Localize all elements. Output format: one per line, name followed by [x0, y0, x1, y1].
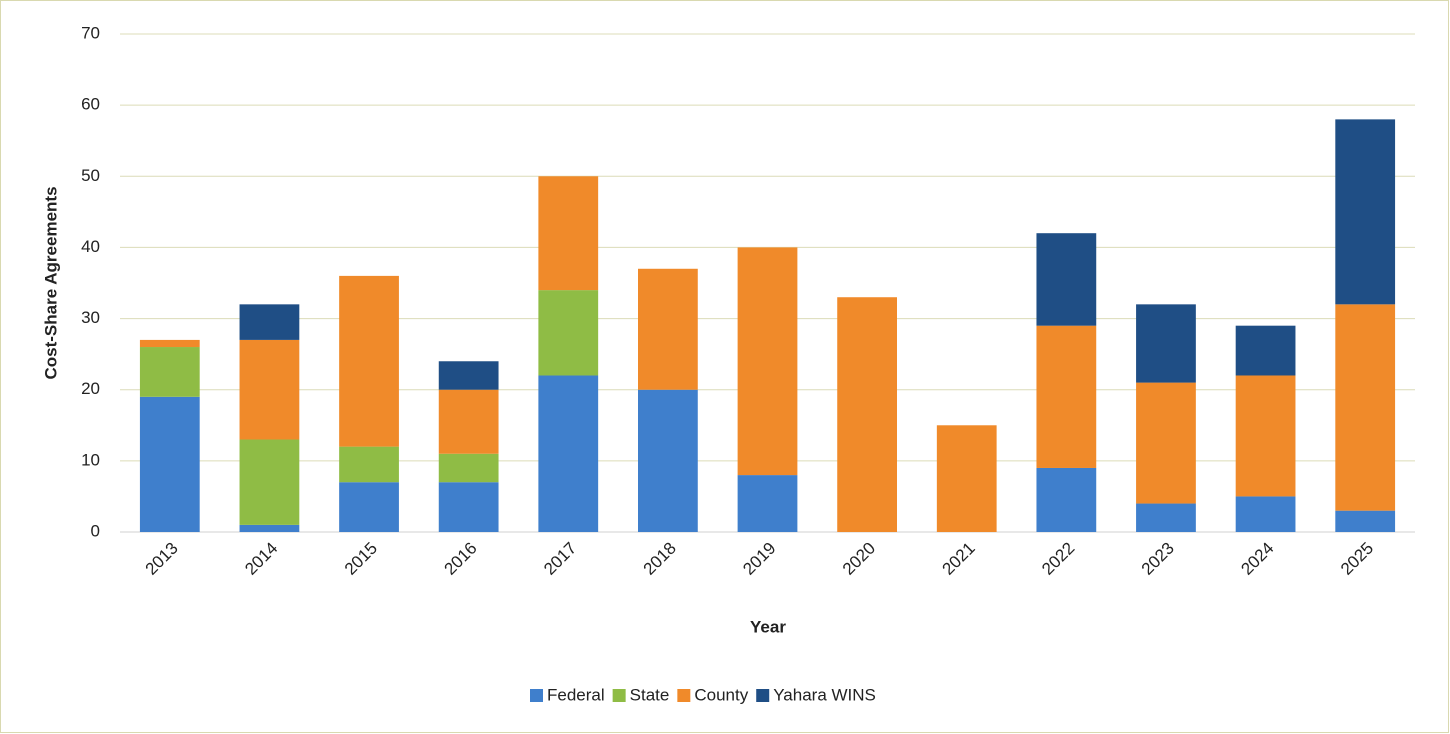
bar-segment [438, 361, 499, 390]
legend-swatch [612, 689, 626, 702]
y-tick-label: 0 [91, 521, 100, 540]
bar-segment [1136, 503, 1196, 532]
y-tick-label: 10 [81, 450, 100, 469]
bar-segment [1235, 325, 1296, 376]
bar-segment [1036, 325, 1097, 468]
bar-segment [1136, 382, 1196, 504]
bar-segment [1335, 304, 1396, 511]
y-tick-label: 20 [81, 379, 100, 398]
legend-swatch [677, 689, 691, 702]
bar-segment [1235, 375, 1296, 497]
bar-segment [239, 339, 300, 440]
bar-segment [438, 453, 499, 483]
bar-segment [538, 375, 599, 532]
y-axis-title: Cost-Share Agreements [41, 186, 60, 379]
bar-segment [638, 268, 698, 390]
bar-segment [538, 176, 599, 291]
legend: Federal State County Yahara WINS [530, 685, 876, 704]
legend-label: Federal [547, 685, 605, 704]
y-tick-label: 60 [81, 95, 100, 114]
bar-segment [339, 275, 399, 447]
bar-segment [239, 304, 300, 340]
bar-segment [339, 482, 399, 532]
legend-swatch [756, 689, 770, 702]
legend-label: Yahara WINS [773, 685, 876, 704]
bar-segment [737, 475, 798, 532]
y-tick-label: 40 [81, 237, 100, 256]
bar-segment [139, 396, 200, 532]
bar-segment [1335, 510, 1396, 532]
bar-segment [139, 339, 200, 348]
bar-segment [538, 290, 599, 376]
bar-segment [1036, 467, 1097, 532]
bar-segment [638, 389, 698, 532]
bar-segment [837, 297, 897, 532]
legend-label: County [694, 685, 748, 704]
bar-segment [438, 482, 499, 532]
y-tick-label: 30 [81, 308, 100, 327]
bar-segment [936, 425, 997, 532]
bar-segment [1036, 233, 1097, 326]
y-tick-label: 50 [81, 166, 100, 185]
bar-segment [1235, 496, 1296, 532]
bar-segment [339, 446, 399, 483]
x-axis-title: Year [750, 617, 786, 636]
bar-segment [1335, 119, 1396, 305]
bar-segment [438, 389, 499, 454]
bar-segment [239, 439, 300, 525]
y-tick-label: 70 [81, 23, 100, 42]
legend-swatch [530, 689, 543, 702]
legend-label: State [630, 685, 670, 704]
bar-segment [139, 347, 200, 397]
bar-segment [239, 524, 300, 532]
bar-segment [737, 247, 798, 476]
bar-segment [1136, 304, 1196, 383]
